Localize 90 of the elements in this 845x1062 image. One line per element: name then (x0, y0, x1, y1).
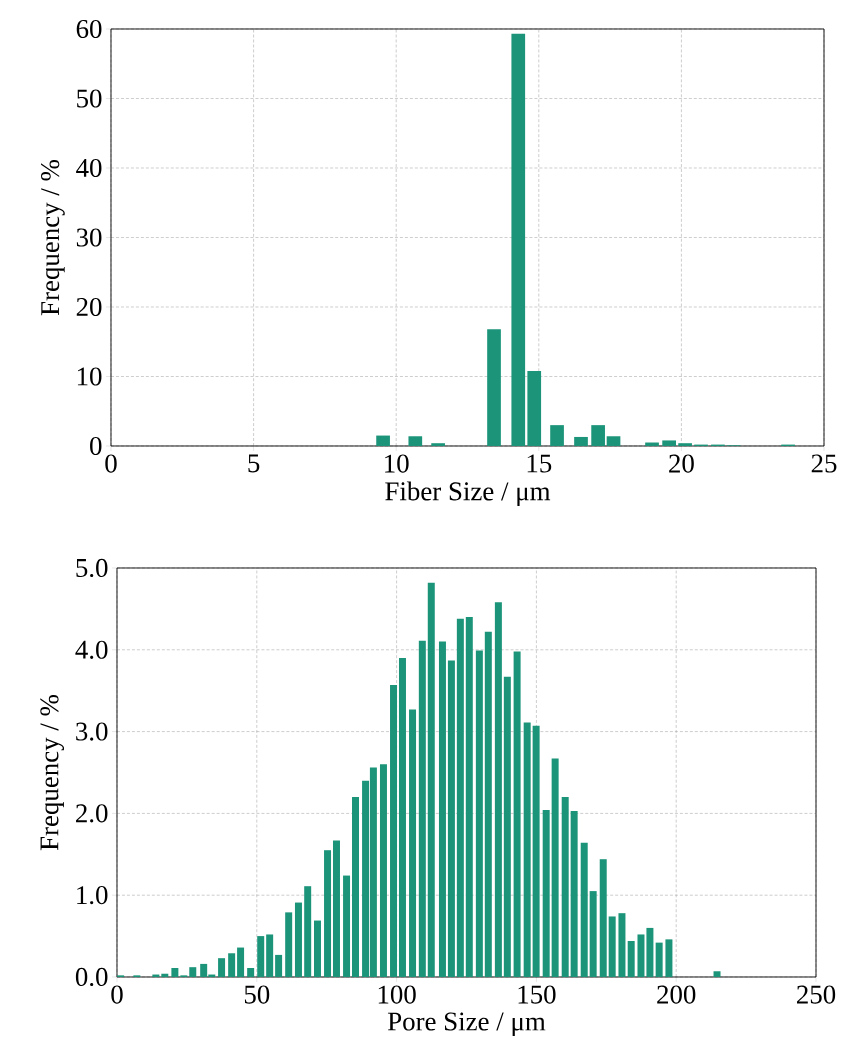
bar (599, 859, 607, 977)
bar (591, 425, 605, 446)
bar (646, 927, 654, 977)
bar (171, 967, 179, 977)
bar (606, 436, 621, 446)
y-tick-label: 20 (76, 297, 102, 317)
bar (627, 941, 635, 977)
x-tick-label: 10 (385, 454, 409, 473)
x-axis-title: Fiber Size / μm (385, 481, 551, 506)
bar (161, 973, 169, 977)
y-tick-label: 4.0 (75, 640, 108, 659)
bar (427, 582, 435, 977)
x-tick-label: 200 (657, 985, 696, 1004)
bar (503, 676, 511, 977)
bar (247, 967, 255, 977)
x-tick-label: 25 (811, 454, 837, 473)
bar (352, 797, 359, 977)
bar (285, 912, 293, 977)
bar (332, 840, 340, 977)
x-axis-title: Pore Size / μm (387, 1012, 546, 1037)
y-tick-label: 0 (90, 436, 102, 456)
bar (266, 934, 274, 977)
x-tick-label: 15 (527, 454, 552, 473)
y-tick-label: 10 (77, 367, 102, 386)
bar (608, 916, 616, 977)
y-axis-title: Frequency / % (40, 694, 65, 851)
bar (465, 617, 473, 977)
y-tick-label: 2.0 (76, 804, 108, 823)
bar (376, 435, 390, 446)
bar (618, 913, 626, 977)
bar (390, 684, 398, 977)
y-tick-label: 50 (77, 89, 102, 108)
bar (665, 939, 673, 977)
x-tick-label: 150 (518, 985, 556, 1004)
bar (527, 370, 542, 446)
bar (580, 842, 588, 977)
bar (487, 329, 501, 446)
y-tick-label: 5.0 (76, 558, 108, 578)
bar (637, 934, 645, 977)
bar (275, 954, 283, 977)
y-tick-label: 30 (76, 228, 102, 247)
bar (237, 947, 245, 977)
bar (494, 602, 502, 977)
x-tick-label: 0 (111, 985, 123, 1004)
bar (551, 758, 559, 977)
bar (189, 967, 197, 977)
bar (532, 725, 540, 977)
y-tick-label: 1.0 (77, 886, 108, 905)
y-tick-label: 3.0 (76, 722, 108, 741)
bar (379, 764, 387, 977)
bar (550, 425, 564, 446)
bar (542, 810, 550, 977)
bar (447, 660, 455, 977)
bar (678, 443, 692, 446)
bar (313, 920, 321, 977)
x-tick-label: 250 (797, 985, 836, 1004)
bar (408, 436, 423, 446)
y-axis-title: Frequency / % (41, 159, 65, 316)
bar (561, 797, 569, 977)
bar (574, 436, 588, 446)
bar (398, 657, 406, 977)
bar (304, 886, 312, 977)
x-tick-label: 100 (378, 985, 416, 1004)
bar (324, 850, 332, 977)
bar (418, 640, 426, 977)
bar (438, 641, 446, 977)
x-tick-label: 5 (248, 454, 260, 473)
y-tick-label: 60 (76, 19, 102, 39)
bar (570, 810, 578, 977)
bar (456, 618, 464, 977)
y-tick-label: 40 (76, 158, 102, 178)
bar (343, 875, 351, 977)
bar (511, 33, 526, 446)
bar (589, 891, 597, 977)
bar (431, 443, 445, 446)
bar (218, 958, 226, 977)
y-tick-label: 0.0 (75, 967, 108, 987)
bar (475, 650, 483, 977)
bar (257, 936, 265, 977)
x-tick-label: 20 (669, 454, 694, 473)
bar (662, 440, 676, 446)
bar (713, 971, 721, 977)
bar (409, 709, 417, 977)
bar (655, 942, 663, 977)
bar (294, 902, 302, 977)
bar (228, 953, 236, 977)
bar (523, 722, 531, 977)
bar (484, 631, 492, 977)
x-tick-label: 50 (244, 985, 270, 1004)
bar (513, 651, 521, 977)
